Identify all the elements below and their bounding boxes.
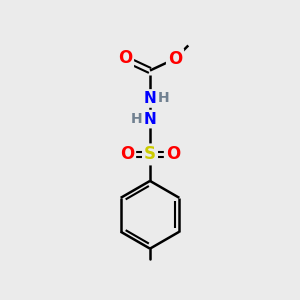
Text: O: O	[120, 146, 134, 164]
Text: O: O	[168, 50, 182, 68]
Text: S: S	[144, 146, 156, 164]
Text: N: N	[144, 112, 156, 127]
Text: H: H	[131, 112, 142, 126]
Text: O: O	[166, 146, 180, 164]
Text: N: N	[144, 91, 156, 106]
Text: H: H	[158, 92, 169, 106]
Text: O: O	[118, 49, 132, 67]
